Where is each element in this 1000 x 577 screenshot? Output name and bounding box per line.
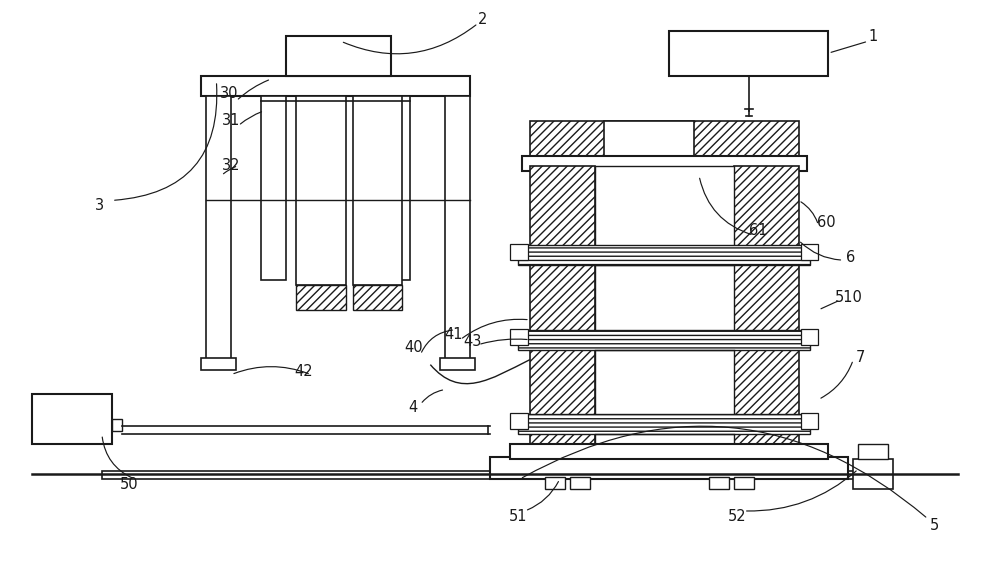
Text: 51: 51 bbox=[509, 509, 527, 524]
Bar bbox=[595, 166, 734, 454]
Text: 2: 2 bbox=[477, 12, 487, 27]
Bar bbox=[518, 330, 810, 350]
Bar bbox=[440, 358, 475, 370]
Bar bbox=[570, 477, 590, 489]
Text: 5: 5 bbox=[930, 518, 940, 533]
Text: 30: 30 bbox=[220, 87, 239, 102]
Text: 41: 41 bbox=[444, 327, 462, 342]
Bar bbox=[510, 329, 528, 344]
Bar bbox=[801, 329, 818, 344]
Bar bbox=[353, 96, 402, 285]
Bar bbox=[530, 121, 799, 166]
Bar bbox=[206, 96, 231, 359]
Text: 32: 32 bbox=[222, 158, 241, 173]
Text: 61: 61 bbox=[749, 223, 768, 238]
Bar bbox=[261, 96, 286, 280]
Bar bbox=[858, 444, 888, 459]
Text: 40: 40 bbox=[404, 340, 423, 355]
Text: 510: 510 bbox=[834, 290, 862, 305]
Bar bbox=[102, 471, 888, 479]
Bar bbox=[518, 245, 810, 265]
Bar bbox=[734, 166, 799, 454]
Bar bbox=[518, 414, 810, 434]
Text: 52: 52 bbox=[728, 509, 746, 524]
Text: 4: 4 bbox=[409, 400, 418, 415]
Bar bbox=[604, 121, 694, 163]
Bar bbox=[510, 244, 528, 260]
Text: 3: 3 bbox=[95, 198, 104, 213]
Text: 7: 7 bbox=[856, 350, 865, 365]
Bar bbox=[801, 413, 818, 429]
Text: 1: 1 bbox=[869, 29, 878, 44]
Bar bbox=[296, 96, 346, 285]
Bar bbox=[801, 244, 818, 260]
Bar bbox=[709, 477, 729, 489]
Bar bbox=[445, 96, 470, 359]
Bar bbox=[510, 444, 828, 459]
Bar bbox=[201, 76, 470, 96]
Bar bbox=[201, 358, 236, 370]
Text: 60: 60 bbox=[817, 215, 836, 230]
Bar bbox=[734, 477, 754, 489]
Bar bbox=[522, 156, 807, 171]
Bar bbox=[353, 285, 402, 310]
Bar bbox=[286, 36, 391, 76]
Bar bbox=[853, 459, 893, 489]
Text: 6: 6 bbox=[846, 250, 855, 265]
Text: 31: 31 bbox=[222, 113, 240, 128]
Text: 42: 42 bbox=[295, 364, 313, 379]
Bar bbox=[530, 166, 595, 454]
Text: 50: 50 bbox=[119, 477, 138, 492]
Bar bbox=[669, 31, 828, 76]
Bar bbox=[545, 477, 565, 489]
Bar bbox=[32, 395, 112, 444]
Text: 43: 43 bbox=[463, 334, 481, 349]
Bar bbox=[112, 419, 122, 432]
Bar bbox=[296, 285, 346, 310]
Bar bbox=[386, 96, 410, 280]
Bar bbox=[510, 413, 528, 429]
Bar bbox=[490, 457, 848, 479]
